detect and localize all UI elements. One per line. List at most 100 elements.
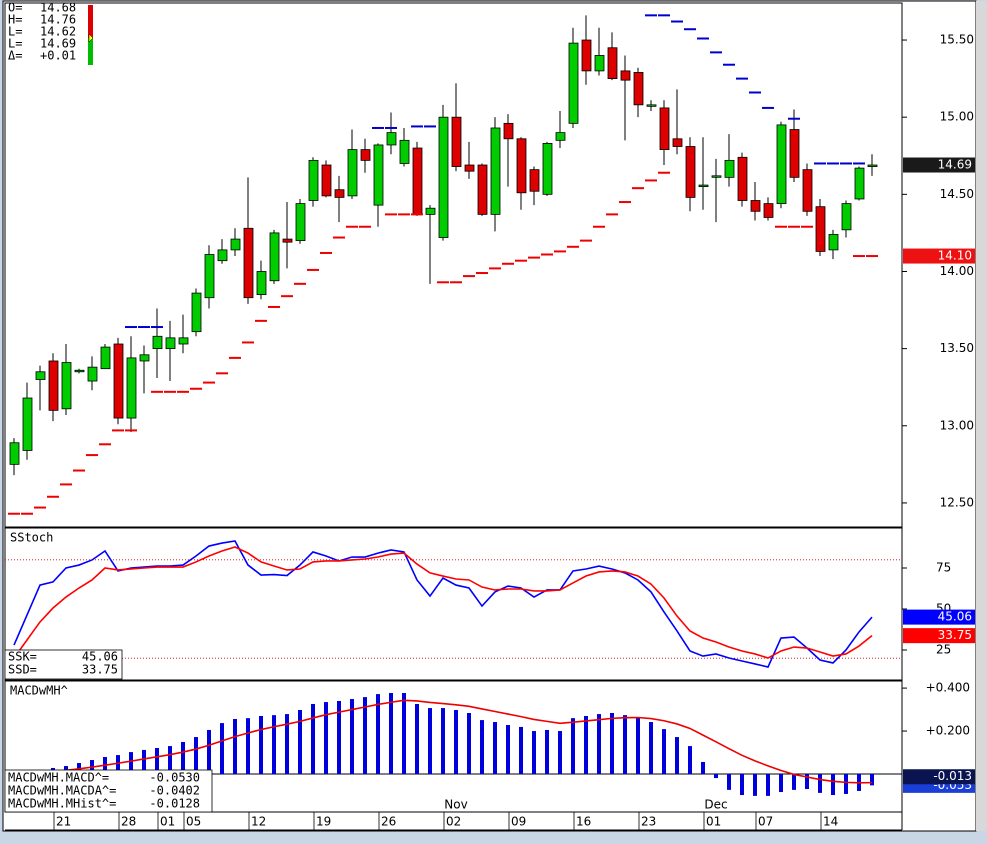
panel-title: SStoch (10, 531, 53, 545)
value-badge (903, 248, 975, 264)
y-tick-label: 15.00 (940, 110, 974, 124)
macd-bar (337, 700, 341, 774)
candle-body (672, 138, 683, 147)
macd-bar (402, 693, 406, 774)
signal-line (13, 699, 873, 784)
x-tick-label: 28 (121, 815, 136, 829)
macd-bar (870, 773, 874, 786)
candle-body (464, 164, 475, 172)
candle-body (711, 175, 722, 178)
candle-body (503, 122, 514, 140)
candle-body (490, 127, 501, 215)
macd-bar (545, 729, 549, 774)
macd-bar (584, 716, 588, 774)
candle-body (139, 354, 150, 362)
panel-frame (4, 527, 903, 681)
macd-bar (350, 699, 354, 774)
x-tick-label: 05 (186, 815, 201, 829)
macd-bar (246, 718, 250, 774)
readout-label: L= (8, 25, 22, 39)
candle-body (360, 149, 371, 161)
readout-label: SSD= (8, 663, 37, 677)
candle-body (373, 144, 384, 206)
x-tick-label: 09 (511, 815, 526, 829)
candle-body (87, 366, 98, 382)
candle-body (347, 149, 358, 197)
value-badge (903, 157, 975, 173)
candle-body (48, 360, 59, 411)
candle-body (321, 164, 332, 197)
candle-body (126, 357, 137, 419)
macd-bar (428, 708, 432, 774)
readout-value: +0.01 (40, 49, 76, 63)
x-tick-label: 01 (706, 815, 721, 829)
macd-bar (714, 773, 718, 779)
month-label: Dec (704, 798, 727, 812)
y-tick-label: 14.50 (940, 187, 974, 201)
macd-bar (480, 720, 484, 774)
candle-body (607, 47, 618, 80)
value-badge-label: 14.69 (938, 158, 972, 172)
macd-bar (181, 741, 185, 774)
x-tick-label: 23 (641, 815, 656, 829)
candle-body (646, 104, 657, 107)
macd-bar (727, 773, 731, 790)
value-badge-label: 14.10 (938, 249, 972, 263)
y-tick-label: 13.00 (940, 418, 974, 432)
candle-body (776, 124, 787, 204)
x-tick-label: 14 (823, 815, 838, 829)
candle-body (100, 346, 111, 370)
candle-body (9, 442, 20, 465)
x-tick-label: 01 (160, 815, 175, 829)
candle-body (269, 232, 280, 282)
x-tick-label: 19 (316, 815, 331, 829)
chart-canvas (2, 0, 977, 832)
macd-bar (285, 714, 289, 774)
macd-bar (168, 746, 172, 774)
macd-bar (233, 719, 237, 774)
macd-bar (194, 737, 198, 774)
macd-bar (441, 708, 445, 774)
scrollbar[interactable] (976, 1, 987, 831)
readout-label: H= (8, 13, 22, 27)
macd-bar (532, 731, 536, 774)
macd-bar (129, 752, 133, 774)
candle-body (555, 132, 566, 141)
macd-bar (311, 703, 315, 774)
stoch-line (13, 546, 873, 659)
candle-body (633, 72, 644, 106)
candle-body (230, 238, 241, 251)
x-tick-label: 16 (576, 815, 591, 829)
panel-frame (4, 2, 903, 528)
candle-body (620, 70, 631, 81)
x-tick-label: 02 (446, 815, 461, 829)
macd-bar (701, 761, 705, 774)
panel-frame (4, 680, 903, 813)
macd-bar (753, 773, 757, 796)
candle-body (191, 292, 202, 333)
candle-body (308, 159, 319, 201)
readout-box (4, 649, 123, 680)
macd-bar (558, 731, 562, 774)
candle-body (841, 203, 852, 231)
candle-body (854, 167, 865, 200)
y-tick-label: 25 (936, 642, 951, 656)
value-badge (903, 769, 975, 785)
macd-bar (818, 773, 822, 793)
candle-body (867, 164, 878, 167)
macd-bar (636, 717, 640, 774)
candle-body (516, 138, 527, 194)
readout-label: MACDwMH.MACDA^= (8, 784, 116, 798)
macd-bar (389, 693, 393, 774)
readout-value: 14.62 (40, 25, 76, 39)
readout-value: -0.0402 (149, 784, 200, 798)
macd-bar (688, 746, 692, 774)
macd-bar (623, 715, 627, 774)
x-tick-label: 12 (251, 815, 266, 829)
candle-body (529, 169, 540, 192)
macd-bar (220, 723, 224, 774)
candle-body (750, 200, 761, 212)
y-tick-label: +0.200 (926, 724, 970, 738)
candle-body (386, 132, 397, 146)
